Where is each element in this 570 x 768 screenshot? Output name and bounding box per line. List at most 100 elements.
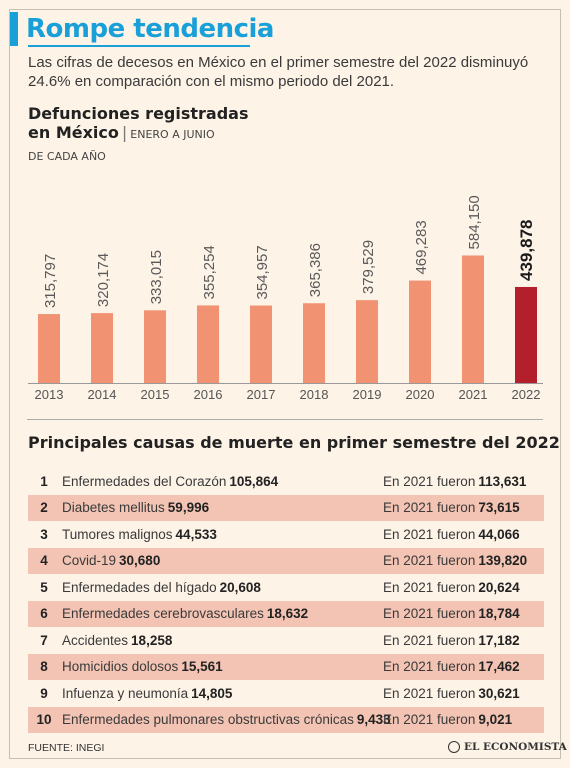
row-previous-value: 139,820 xyxy=(478,553,528,569)
x-tick-label: 2020 xyxy=(406,387,435,402)
row-rank: 4 xyxy=(40,553,48,569)
row-cause-label: Accidentes xyxy=(62,632,129,648)
row-previous-label: En 2021 fueron xyxy=(383,632,476,648)
bar xyxy=(38,314,60,383)
row-cause: Enfermedades pulmonares obstructivas cró… xyxy=(62,712,391,727)
row-value: 20,608 xyxy=(219,579,261,595)
row-cause: Diabetes mellitus 59,996 xyxy=(62,500,209,515)
row-cause: Enfermedades del Corazón 105,864 xyxy=(62,474,278,489)
row-previous: En 2021 fueron 113,631 xyxy=(383,474,526,489)
table-title: Principales causas de muerte en primer s… xyxy=(28,433,560,452)
row-value: 105,864 xyxy=(229,473,279,489)
row-value: 18,258 xyxy=(131,632,173,648)
row-previous: En 2021 fueron 139,820 xyxy=(383,553,527,568)
table-row: 9 Infuenza y neumonía 14,805 En 2021 fueron… xyxy=(28,680,544,707)
row-previous-value: 113,631 xyxy=(478,473,527,489)
row-rank: 2 xyxy=(40,500,48,516)
table-row: 6 Enfermedades cerebrovasculares 18,632 En … xyxy=(28,600,544,627)
chart-title-separator: | xyxy=(121,123,128,142)
x-tick-label: 2019 xyxy=(353,387,382,402)
row-previous-label: En 2021 fueron xyxy=(383,685,476,701)
bar xyxy=(250,305,272,383)
row-value: 30,680 xyxy=(119,553,161,569)
x-tick-label: 2017 xyxy=(247,387,276,402)
row-rank: 1 xyxy=(40,473,48,489)
x-tick-label: 2013 xyxy=(35,387,64,402)
row-cause: Infuenza y neumonía 14,805 xyxy=(62,686,232,701)
row-previous-label: En 2021 fueron xyxy=(383,712,476,728)
section-divider xyxy=(27,419,543,420)
row-previous-label: En 2021 fueron xyxy=(383,606,476,622)
row-previous: En 2021 fueron 17,182 xyxy=(383,633,520,648)
table-row: 7 Accidentes 18,258 En 2021 fueron 17,182 xyxy=(28,627,544,654)
row-cause-label: Diabetes mellitus xyxy=(62,500,165,516)
row-cause-label: Infuenza y neumonía xyxy=(62,685,189,701)
row-cause: Enfermedades del hígado 20,608 xyxy=(62,580,261,595)
row-previous-value: 44,066 xyxy=(478,526,520,542)
data-label: 355,254 xyxy=(201,245,218,299)
row-previous-label: En 2021 fueron xyxy=(383,659,476,675)
table-row: 10 Enfermedades pulmonares obstructivas c… xyxy=(28,706,544,733)
x-tick-label: 2021 xyxy=(459,387,488,402)
row-rank: 9 xyxy=(40,685,48,701)
data-label: 469,283 xyxy=(413,220,430,274)
row-cause-label: Enfermedades pulmonares obstructivas cró… xyxy=(62,712,354,728)
row-previous: En 2021 fueron 44,066 xyxy=(383,527,520,542)
row-rank: 3 xyxy=(40,526,48,542)
x-tick-label: 2016 xyxy=(194,387,223,402)
bar xyxy=(303,303,325,383)
row-cause-label: Enfermedades cerebrovasculares xyxy=(62,606,264,622)
row-cause-label: Tumores malignos xyxy=(62,526,173,542)
row-value: 15,561 xyxy=(181,659,223,675)
title-underline xyxy=(28,45,250,47)
table-row: 3 Tumores malignos 44,533 En 2021 fueron 44,… xyxy=(28,521,544,548)
table-row: 8 Homicidios dolosos 15,561 En 2021 fueron 1… xyxy=(28,653,544,680)
row-rank: 5 xyxy=(40,579,48,595)
data-label: 379,529 xyxy=(360,240,377,294)
bar xyxy=(462,255,484,383)
row-value: 14,805 xyxy=(191,685,233,701)
row-previous: En 2021 fueron 9,021 xyxy=(383,712,512,727)
chart-title: Defunciones registradas en México | ENERO … xyxy=(28,104,248,166)
table-row: 5 Enfermedades del hígado 20,608 En 2021 fu… xyxy=(28,574,544,601)
brand-name: EL ECONOMISTA xyxy=(464,741,567,753)
row-value: 59,996 xyxy=(167,500,210,516)
header: Rompe tendencia xyxy=(10,12,274,46)
row-previous-label: En 2021 fueron xyxy=(383,553,476,569)
table-row: 1 Enfermedades del Corazón 105,864 En 2021 … xyxy=(28,468,544,495)
chart-range-line2: DE CADA AÑO xyxy=(28,150,106,163)
data-label: 365,386 xyxy=(307,243,324,297)
x-tick-label: 2015 xyxy=(141,387,170,402)
row-cause: Tumores malignos 44,533 xyxy=(62,527,217,542)
row-previous-value: 20,624 xyxy=(478,579,520,595)
row-cause-label: Covid-19 xyxy=(62,553,117,569)
x-tick-label: 2018 xyxy=(300,387,329,402)
row-previous-value: 17,182 xyxy=(478,632,520,648)
row-previous: En 2021 fueron 20,624 xyxy=(383,580,520,595)
row-previous-label: En 2021 fueron xyxy=(383,579,476,595)
row-cause-label: Enfermedades del Corazón xyxy=(62,473,227,489)
row-previous: En 2021 fueron 18,784 xyxy=(383,606,520,621)
page-title: Rompe tendencia xyxy=(26,14,274,44)
bar xyxy=(409,280,431,383)
row-previous-value: 17,462 xyxy=(478,659,520,675)
chart-title-line1: Defunciones registradas xyxy=(28,104,249,123)
row-previous-label: En 2021 fueron xyxy=(383,500,476,516)
row-cause-label: Homicidios dolosos xyxy=(62,659,179,675)
data-label: 439,878 xyxy=(517,220,536,281)
bar xyxy=(515,286,537,383)
frame-border xyxy=(9,9,561,759)
row-rank: 10 xyxy=(36,712,52,728)
row-cause-label: Enfermedades del hígado xyxy=(62,579,217,595)
source-note: FUENTE: INEGI xyxy=(28,742,105,754)
row-cause: Covid-19 30,680 xyxy=(62,553,160,568)
row-previous: En 2021 fueron 17,462 xyxy=(383,659,520,674)
causes-table: 1 Enfermedades del Corazón 105,864 En 2021 … xyxy=(28,468,544,733)
row-rank: 7 xyxy=(40,632,48,648)
row-previous-value: 73,615 xyxy=(478,500,520,516)
row-rank: 8 xyxy=(40,659,48,675)
bar-chart: 315,797 2013 320,174 2014 333,015 2015 355,254… xyxy=(28,195,543,402)
x-tick-label: 2014 xyxy=(88,387,117,402)
row-value: 44,533 xyxy=(175,526,217,542)
bar xyxy=(197,305,219,383)
